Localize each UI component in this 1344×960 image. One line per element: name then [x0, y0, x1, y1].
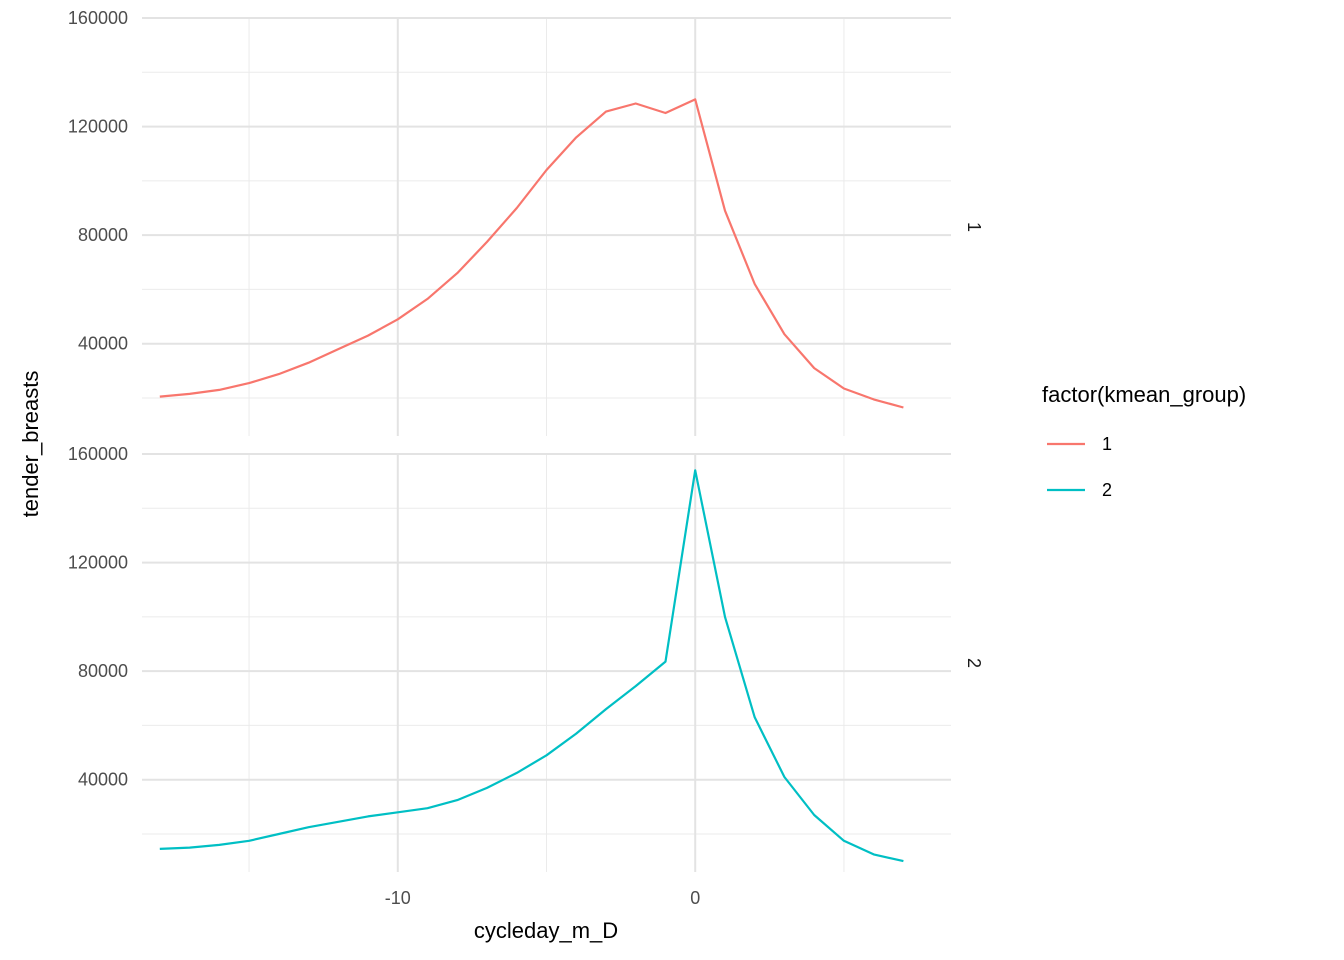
facet-strip-label: 2	[964, 658, 984, 668]
facet-panels: 40000 80000 120000 160000 1 40000 80000 120000 1…	[68, 8, 984, 908]
legend-label: 2	[1102, 480, 1112, 500]
y-tick-label: 160000	[68, 8, 128, 28]
legend-title: factor(kmean_group)	[1042, 382, 1246, 407]
legend-entry-1: 1	[1047, 434, 1112, 454]
series-line-1	[159, 98, 904, 409]
y-tick-label: 120000	[68, 117, 128, 137]
legend-entry-2: 2	[1047, 480, 1112, 500]
y-tick-label: 80000	[78, 225, 128, 245]
facet-panel-1: 40000 80000 120000 160000 1	[68, 8, 984, 436]
y-tick-label: 120000	[68, 553, 128, 573]
x-axis-title: cycleday_m_D	[474, 918, 618, 943]
series-line-2	[159, 469, 904, 863]
x-tick-label: -10	[385, 888, 411, 908]
facet-strip-label: 1	[964, 222, 984, 232]
y-tick-label: 40000	[78, 334, 128, 354]
legend-label: 1	[1102, 434, 1112, 454]
facet-panel-2: 40000 80000 120000 160000 2	[68, 444, 984, 872]
y-axis-title: tender_breasts	[18, 371, 43, 518]
x-tick-label: 0	[690, 888, 700, 908]
y-tick-label: 40000	[78, 770, 128, 790]
y-tick-label: 160000	[68, 444, 128, 464]
legend: factor(kmean_group) 1 2	[1042, 382, 1246, 500]
y-tick-label: 80000	[78, 661, 128, 681]
